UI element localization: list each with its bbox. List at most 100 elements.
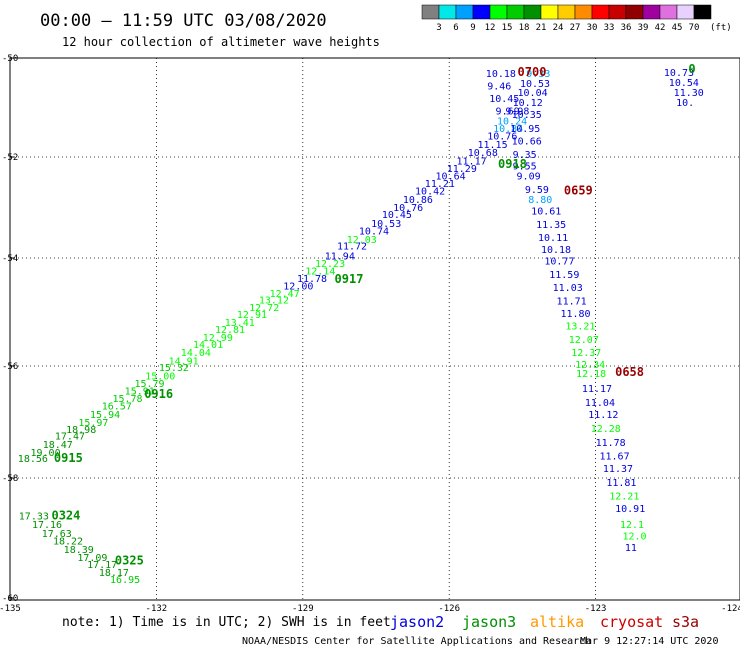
legend-label: 18: [519, 23, 530, 33]
x-axis-ticks: -135 -132 -129 -126 -123 -124: [0, 604, 740, 614]
wave-height-label: 16.95: [110, 575, 140, 586]
x-tick-label: -124: [721, 604, 740, 614]
pass-time-label: 0325: [115, 554, 144, 568]
legend-swatch: [523, 4, 542, 20]
legend-label: 15: [502, 23, 513, 33]
legend-label: 39: [638, 23, 649, 33]
wave-height-label: 9.33: [526, 69, 550, 80]
legend-label: 30: [587, 23, 598, 33]
pass-time-label: 0916: [144, 387, 173, 401]
footer-timestamp: Mar 9 12:27:14 UTC 2020: [580, 636, 718, 647]
wave-height-label: 10.11: [538, 233, 568, 244]
legend-label: 21: [536, 23, 547, 33]
x-tick-label: -129: [292, 604, 314, 614]
grid-lines: [10, 58, 740, 600]
wave-height-label: 12.37: [571, 348, 601, 359]
wave-height-label: 18.47: [43, 440, 73, 451]
legend-label: 3: [436, 23, 441, 33]
wave-height-label: 10.53: [520, 79, 550, 90]
wave-height-label: 10.45: [382, 210, 412, 221]
x-tick-label: -132: [146, 604, 168, 614]
wave-height-label: 12.0: [622, 532, 646, 543]
wave-height-label: 12.1: [620, 520, 644, 531]
wave-height-label: 12.72: [249, 303, 279, 314]
wave-height-label: 19.00: [30, 448, 60, 459]
wave-height-label: 12.47: [270, 289, 300, 300]
y-tick-label: -56: [2, 362, 18, 372]
wave-height-label: 11.94: [325, 252, 355, 263]
wave-height-label: 11.17: [582, 384, 612, 395]
pass-time-label: 0700: [518, 65, 547, 79]
wave-height-label: 11.29: [447, 164, 477, 175]
pass-time-label: 0918: [498, 157, 527, 171]
wave-height-label: 11.37: [603, 464, 633, 475]
wave-height-label: 10.: [676, 98, 694, 109]
wave-height-label: 17.63: [42, 529, 72, 540]
wave-height-label: 10.76: [393, 203, 423, 214]
wave-height-label: 10.53: [371, 219, 401, 230]
wave-height-label: 10.54: [669, 78, 699, 89]
wave-height-label: 9.59: [525, 185, 549, 196]
wave-height-label: 11.12: [588, 410, 618, 421]
pass-time-label: 0659: [564, 184, 593, 198]
wave-height-label: 11.15: [478, 140, 508, 151]
pass-time-label: 0915: [54, 451, 83, 465]
wave-height-label: 9.35: [513, 150, 537, 161]
legend-swatch: [421, 4, 440, 20]
wave-height-label: 12.07: [569, 335, 599, 346]
wave-height-label: 18.17: [99, 568, 129, 579]
wave-height-label: 10.76: [487, 132, 517, 143]
wave-height-label: 12.03: [347, 235, 377, 246]
legend-label: 12: [485, 23, 496, 33]
legend-label: 6: [453, 23, 458, 33]
wave-height-label: 15.32: [159, 363, 189, 374]
legend-swatch: [608, 4, 627, 20]
wave-height-label: 17.33: [19, 512, 49, 523]
wave-height-label: 11.21: [425, 179, 455, 190]
legend-swatch: [489, 4, 508, 20]
legend-swatch: [506, 4, 525, 20]
footer-credit: NOAA/NESDIS Center for Satellite Applica…: [242, 636, 591, 647]
wave-height-label: 15.78: [112, 394, 142, 405]
wave-height-label: 9.69: [496, 107, 520, 118]
wave-height-label: 11.03: [553, 283, 583, 294]
wave-height-label: 11.30: [674, 88, 704, 99]
data-points: 18.5619.0018.4717.4718.9815.9715.9416.57…: [18, 68, 704, 586]
wave-height-label: 12.28: [591, 424, 621, 435]
note-text: note: 1) Time is in UTC; 2) SWH is in fe…: [62, 615, 391, 630]
x-tick-label: -123: [585, 604, 607, 614]
plot-frame: [9, 57, 740, 601]
legend-label: 36: [621, 23, 632, 33]
wave-height-label: 9.09: [517, 172, 541, 183]
wave-height-label: 12.99: [203, 333, 233, 344]
satellite-jason2: jason2: [390, 613, 444, 631]
legend-swatch: [455, 4, 474, 20]
satellite-legend: jason2 jason3 altika cryosat s3a: [390, 613, 699, 631]
wave-height-label: 15.00: [145, 372, 175, 383]
legend-swatch: [591, 4, 610, 20]
pass-time-label: 0917: [335, 272, 364, 286]
wave-height-label: 13.41: [225, 318, 255, 329]
chart-title: 00:00 – 11:59 UTC 03/08/2020: [40, 11, 327, 31]
wave-height-label: 18.39: [64, 545, 94, 556]
wave-height-label: 17.09: [77, 553, 107, 564]
wave-height-label: 13.12: [259, 296, 289, 307]
legend-swatch: [438, 4, 457, 20]
wave-height-label: 10.86: [403, 195, 433, 206]
wave-height-label: 14.91: [169, 357, 199, 368]
wave-height-label: 14.01: [193, 340, 223, 351]
wave-height-label: 18.22: [53, 537, 83, 548]
wave-height-label: 10.18: [486, 69, 516, 80]
legend-swatch: [693, 4, 712, 20]
y-tick-label: -50: [2, 54, 18, 64]
legend-label: 33: [604, 23, 615, 33]
legend-label: 24: [553, 23, 564, 33]
wave-height-label: 10.68: [468, 148, 498, 159]
wave-height-label: 11.17: [457, 157, 487, 168]
satellite-altika: altika: [530, 613, 584, 631]
wave-height-label: 11.80: [560, 309, 590, 320]
legend-unit: (ft): [710, 23, 732, 33]
wave-height-label: 15.97: [78, 418, 108, 429]
wave-height-label: 12.21: [609, 492, 639, 503]
legend-swatch: [676, 4, 695, 20]
